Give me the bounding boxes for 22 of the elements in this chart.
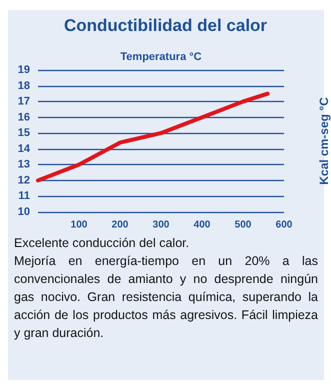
y-tick-label: 15 bbox=[18, 127, 30, 140]
x-tick-label: 100 bbox=[70, 220, 88, 230]
chart-title: Conductibilidad del calor bbox=[64, 16, 268, 35]
y-tick-label: 14 bbox=[18, 142, 31, 155]
y-tick-label: 11 bbox=[18, 190, 30, 202]
x-tick-label: 500 bbox=[234, 220, 252, 230]
x-tick-label: 600 bbox=[276, 220, 293, 230]
y-tick-label: 18 bbox=[18, 80, 30, 92]
text: Excelente conducción del calor. bbox=[14, 235, 190, 252]
y-axis-title: Kcal cm-seg °C bbox=[317, 96, 331, 185]
line-series bbox=[36, 92, 270, 182]
x-tick-label: 300 bbox=[152, 220, 170, 230]
x-tick-label: 200 bbox=[112, 220, 129, 230]
y-tick-label: 10 bbox=[18, 206, 30, 218]
y-tick-label: 17 bbox=[18, 96, 30, 108]
y-tick-label: 19 bbox=[18, 64, 30, 76]
y-tick-label: 13 bbox=[18, 158, 30, 171]
x-axis-title: Temperatura °C bbox=[120, 51, 202, 63]
text: Mejoría en energía-tiempo en un 20% a las convencionales de amianto y no desprende ningún gas nocivo. Gran resistencia química, superando la acción de los productos más agresivos. Fácil limpieza y gran duración. bbox=[14, 253, 318, 342]
x-tick-label: 400 bbox=[194, 220, 211, 230]
y-tick-label: 12 bbox=[18, 174, 30, 186]
y-tick-label: 16 bbox=[18, 111, 30, 124]
